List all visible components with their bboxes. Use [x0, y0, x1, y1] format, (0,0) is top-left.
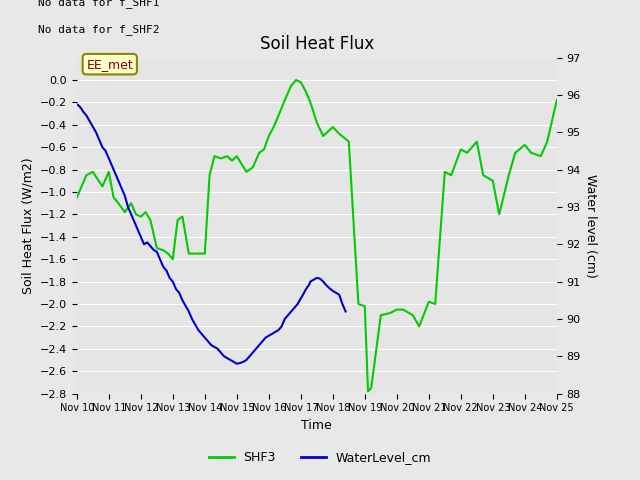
SHF3 — [217, 156, 225, 161]
Title: Soil Heat Flux: Soil Heat Flux — [260, 35, 374, 53]
WaterLevel_cm — [153, 249, 161, 254]
SHF3 — [553, 97, 561, 103]
Legend: SHF3, WaterLevel_cm: SHF3, WaterLevel_cm — [204, 446, 436, 469]
WaterLevel_cm — [301, 287, 309, 293]
Line: WaterLevel_cm: WaterLevel_cm — [77, 104, 346, 364]
WaterLevel_cm — [73, 101, 81, 107]
WaterLevel_cm — [268, 331, 276, 337]
Text: No data for f_SHF1: No data for f_SHF1 — [38, 0, 160, 8]
SHF3 — [364, 388, 372, 394]
SHF3 — [511, 150, 519, 156]
WaterLevel_cm — [305, 282, 312, 288]
WaterLevel_cm — [233, 361, 241, 367]
X-axis label: Time: Time — [301, 419, 332, 432]
Y-axis label: Soil Heat Flux (W/m2): Soil Heat Flux (W/m2) — [21, 157, 35, 294]
SHF3 — [313, 120, 321, 125]
Text: EE_met: EE_met — [86, 58, 133, 71]
Text: No data for f_SHF2: No data for f_SHF2 — [38, 24, 160, 35]
Y-axis label: Water level (cm): Water level (cm) — [584, 174, 597, 277]
WaterLevel_cm — [332, 290, 340, 296]
WaterLevel_cm — [105, 156, 113, 161]
WaterLevel_cm — [342, 309, 349, 314]
Line: SHF3: SHF3 — [77, 80, 557, 391]
SHF3 — [164, 251, 172, 256]
SHF3 — [292, 77, 300, 83]
SHF3 — [73, 195, 81, 201]
SHF3 — [169, 256, 177, 262]
SHF3 — [307, 99, 314, 105]
